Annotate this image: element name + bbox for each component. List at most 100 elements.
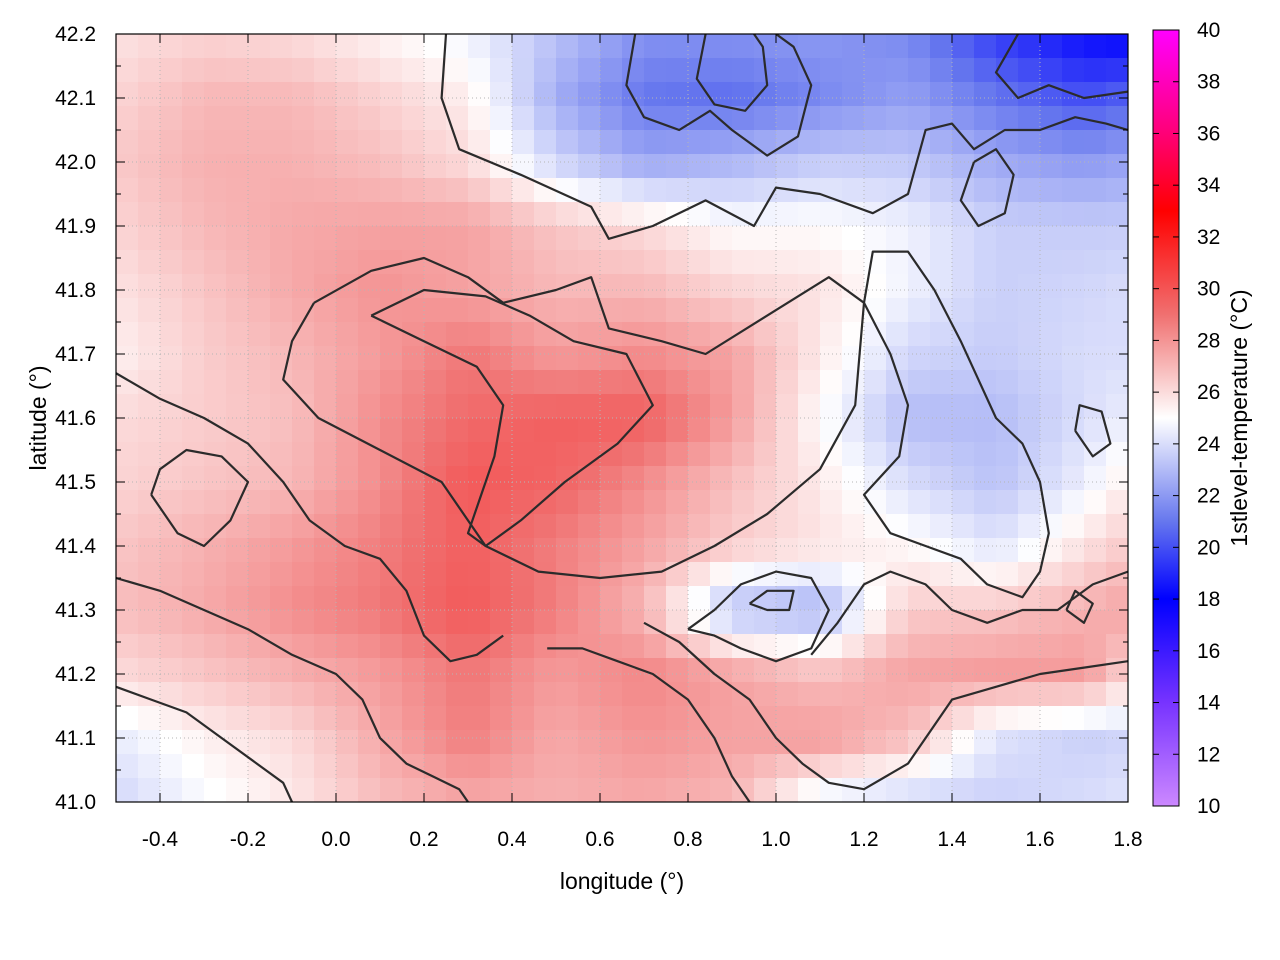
heatmap-cell xyxy=(292,418,315,443)
heatmap-cell xyxy=(402,370,425,395)
contour-coastal-band-2 xyxy=(643,621,1128,791)
heatmap-cell xyxy=(182,154,205,179)
heatmap-cell xyxy=(1018,778,1041,802)
heatmap-cell xyxy=(952,682,975,707)
contour-central-hot-core xyxy=(370,288,654,548)
heatmap-cell xyxy=(292,610,315,635)
heatmap-cell xyxy=(820,514,843,539)
heatmap-cell xyxy=(226,682,249,707)
heatmap-cell xyxy=(578,34,601,59)
heatmap-cell xyxy=(358,130,381,155)
heatmap-cell xyxy=(556,610,579,635)
heatmap-cell xyxy=(336,178,359,203)
x-tick-label: 0.4 xyxy=(497,828,527,851)
heatmap-cell xyxy=(776,730,799,755)
heatmap-cell xyxy=(578,394,601,419)
heatmap-cell xyxy=(864,538,887,563)
heatmap-cell xyxy=(666,514,689,539)
heatmap-cell xyxy=(754,34,777,59)
heatmap-cell xyxy=(754,106,777,131)
heatmap-cell xyxy=(512,730,535,755)
heatmap-cell xyxy=(776,298,799,323)
heatmap-cell xyxy=(1084,298,1107,323)
heatmap-cell xyxy=(380,154,403,179)
heatmap-cell xyxy=(556,394,579,419)
heatmap-cell xyxy=(952,82,975,107)
heatmap-cell xyxy=(204,322,227,347)
contour-east-cool-basin xyxy=(862,250,1050,599)
heatmap-cell xyxy=(534,562,557,587)
heatmap-cell xyxy=(996,202,1019,227)
heatmap-cell xyxy=(358,514,381,539)
x-tick-label: 1.6 xyxy=(1025,828,1054,851)
y-tick-label: 41.1 xyxy=(55,727,96,750)
heatmap-cell xyxy=(820,202,843,227)
heatmap-cell xyxy=(512,442,535,467)
heatmap-cell xyxy=(138,250,161,275)
heatmap-cell xyxy=(446,754,469,779)
heatmap-cell xyxy=(930,634,953,659)
heatmap-cell xyxy=(204,370,227,395)
heatmap-cell xyxy=(512,778,535,802)
heatmap-cell xyxy=(248,634,271,659)
heatmap-cell xyxy=(138,778,161,802)
heatmap-cell xyxy=(534,250,557,275)
heatmap-cell xyxy=(380,418,403,443)
heatmap-cell xyxy=(116,34,139,59)
heatmap-cell xyxy=(1084,202,1107,227)
heatmap-cell xyxy=(424,610,447,635)
heatmap-cell xyxy=(908,298,931,323)
heatmap-cell xyxy=(490,202,513,227)
heatmap-cell xyxy=(490,610,513,635)
heatmap-cell xyxy=(798,226,821,251)
heatmap-cell xyxy=(1062,154,1085,179)
heatmap-cell xyxy=(204,538,227,563)
heatmap-cell xyxy=(402,490,425,515)
heatmap-cell xyxy=(270,562,293,587)
heatmap-cell xyxy=(886,730,909,755)
heatmap-cell xyxy=(1040,634,1063,659)
heatmap-cell xyxy=(776,394,799,419)
heatmap-cell xyxy=(336,298,359,323)
heatmap-cell xyxy=(974,394,997,419)
heatmap-cell xyxy=(1084,754,1107,779)
heatmap-cell xyxy=(1018,610,1041,635)
heatmap-cell xyxy=(600,610,623,635)
heatmap-cell xyxy=(468,346,491,371)
heatmap-cell xyxy=(1062,706,1085,731)
heatmap-cell xyxy=(952,274,975,299)
heatmap-cell xyxy=(1062,682,1085,707)
heatmap-cell xyxy=(160,370,183,395)
heatmap-cell xyxy=(1040,394,1063,419)
heatmap-cell xyxy=(996,370,1019,395)
heatmap-cell xyxy=(468,58,491,83)
heatmap-cell xyxy=(864,418,887,443)
heatmap-cell xyxy=(380,754,403,779)
heatmap-cell xyxy=(116,586,139,611)
heatmap-cell xyxy=(446,634,469,659)
heatmap-cell xyxy=(1062,634,1085,659)
heatmap-cell xyxy=(402,202,425,227)
heatmap-cell xyxy=(270,706,293,731)
heatmap-cell xyxy=(182,58,205,83)
heatmap-cell xyxy=(468,754,491,779)
heatmap-cell xyxy=(732,586,755,611)
heatmap-cell xyxy=(776,682,799,707)
heatmap-cell xyxy=(204,34,227,59)
heatmap-cell xyxy=(490,250,513,275)
heatmap-cell xyxy=(644,202,667,227)
heatmap-cell xyxy=(182,346,205,371)
heatmap-cell xyxy=(622,346,645,371)
heatmap-cell xyxy=(336,106,359,131)
heatmap-cell xyxy=(248,706,271,731)
heatmap-cell xyxy=(182,490,205,515)
heatmap-cell xyxy=(886,514,909,539)
heatmap-cell xyxy=(336,418,359,443)
heatmap-cell xyxy=(996,586,1019,611)
heatmap-cell xyxy=(182,130,205,155)
heatmap-cell xyxy=(952,34,975,59)
heatmap-cell xyxy=(248,586,271,611)
heatmap-cell xyxy=(402,538,425,563)
heatmap-cell xyxy=(996,274,1019,299)
